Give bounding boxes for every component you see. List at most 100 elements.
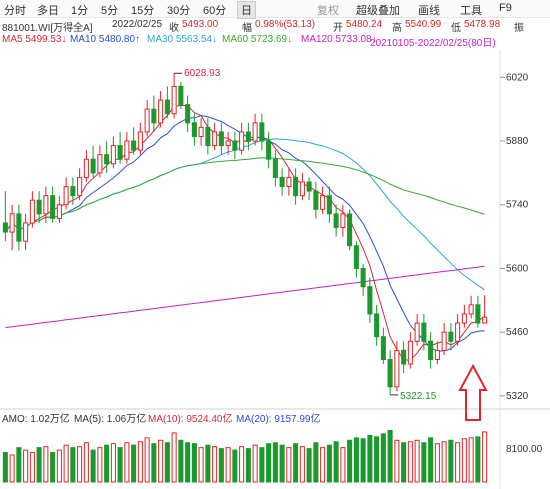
candle <box>90 145 96 178</box>
candle <box>23 213 29 251</box>
candle <box>434 341 440 365</box>
security-code: 881001.WI[万得全A] <box>2 23 93 34</box>
date-range-legend: 20210105-2022/02/25(80日) <box>370 38 496 49</box>
candle <box>2 191 8 242</box>
volume-bar <box>333 441 339 483</box>
volume-bar <box>461 438 467 483</box>
candle <box>407 332 413 369</box>
candle <box>259 113 265 151</box>
low-label: 低 <box>451 23 461 34</box>
candle <box>137 122 143 155</box>
volume-bar <box>353 437 359 483</box>
candle-body <box>461 313 467 324</box>
f9-button[interactable]: F9 <box>499 2 512 14</box>
candle-body <box>313 190 319 210</box>
y-tick-label: 5880 <box>506 136 529 147</box>
candle <box>164 86 170 119</box>
ma120-line <box>5 265 485 329</box>
candle <box>401 341 407 374</box>
candle-body <box>110 145 116 165</box>
tab-day[interactable]: 日 <box>237 1 256 19</box>
candle-body <box>9 213 15 233</box>
candle <box>151 95 157 132</box>
candle <box>394 341 400 392</box>
y-tick-label: 6020 <box>506 72 529 83</box>
candle-body <box>475 304 481 324</box>
low-annotation-label: 5322.15 <box>400 391 437 402</box>
candle <box>9 204 15 251</box>
volume-series <box>2 429 488 483</box>
candle-body <box>97 154 103 174</box>
candle <box>29 191 35 228</box>
volume-bar <box>137 441 143 483</box>
draw-line-button[interactable]: 画线 <box>418 5 440 17</box>
candle-body <box>158 99 164 124</box>
ma30-line <box>4 138 485 291</box>
volume-bar <box>401 442 407 483</box>
tools-button[interactable]: 工具 <box>460 5 482 17</box>
volume-bar <box>70 447 76 483</box>
candle-body <box>212 131 218 147</box>
candle-body <box>70 186 76 197</box>
candle <box>482 295 488 324</box>
candle-body <box>374 313 380 338</box>
y-tick-label: 5600 <box>506 263 529 274</box>
change-label: 幅 <box>242 23 252 34</box>
volume-bar <box>63 444 69 483</box>
volume-bar <box>239 446 245 483</box>
tab-30min[interactable]: 30分 <box>167 5 191 17</box>
tab-5min[interactable]: 5分 <box>101 5 119 17</box>
candle-body <box>171 85 177 115</box>
volume-bar <box>367 434 373 483</box>
volume-bar <box>259 447 265 483</box>
candle-body <box>23 222 29 242</box>
volume-bar <box>293 443 299 483</box>
candle <box>117 131 123 164</box>
candle <box>110 136 116 169</box>
candle <box>218 122 224 155</box>
volume-bar <box>441 441 447 483</box>
super-overlay-button[interactable]: 超级叠加 <box>356 5 400 17</box>
amo-ma5: MA(5): 1.06万亿 <box>74 414 147 425</box>
candle-body <box>124 140 130 160</box>
candle-body <box>448 331 454 342</box>
tab-1min[interactable]: 1分 <box>71 5 89 17</box>
amo-ma20: MA(20): 9157.99亿 <box>236 414 321 425</box>
volume-bar <box>56 449 62 483</box>
candle-body <box>468 304 474 315</box>
tab-15min[interactable]: 15分 <box>131 5 155 17</box>
candle <box>299 172 305 201</box>
candle <box>448 323 454 351</box>
candle <box>333 204 339 237</box>
candle-body <box>367 286 373 315</box>
fuquan-button[interactable]: 复权 <box>317 5 339 17</box>
tab-60min[interactable]: 60分 <box>203 5 227 17</box>
candle-body <box>151 108 157 124</box>
open-value: 5480.24 <box>346 19 383 30</box>
quote-date: 2022/02/25 <box>112 19 163 30</box>
candle-body <box>225 140 231 147</box>
candle-body <box>164 99 170 115</box>
tab-duori[interactable]: 多日 <box>37 5 59 17</box>
candle <box>380 327 386 365</box>
volume-bar <box>43 446 49 483</box>
price-axis: 6020 5880 5740 5600 5460 5320 <box>500 72 529 402</box>
candle <box>97 145 103 178</box>
candle-body <box>333 213 339 229</box>
candle <box>185 95 191 132</box>
candle-body <box>407 340 413 365</box>
candle <box>455 313 461 346</box>
candle-body <box>252 122 258 142</box>
ma10-line <box>4 114 485 352</box>
candle <box>326 186 332 223</box>
volume-bar <box>374 436 380 483</box>
candle <box>158 90 164 128</box>
tab-fenshi[interactable]: 分时 <box>4 5 26 17</box>
volume-bar <box>50 452 56 483</box>
candle-body <box>455 322 461 342</box>
candle-body <box>56 204 62 219</box>
volume-bar <box>178 439 184 483</box>
ma10-legend: MA10 5480.80↑ <box>70 34 141 45</box>
ma5-line <box>4 105 485 361</box>
